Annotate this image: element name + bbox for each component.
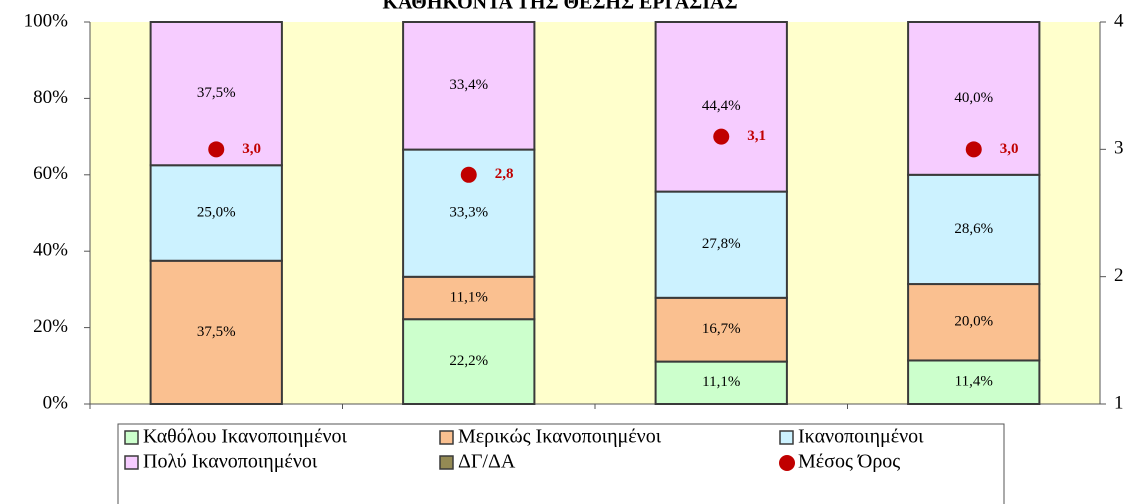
legend-marker (439, 455, 454, 470)
data-label: 37,5% (197, 85, 236, 101)
data-label: 25,0% (197, 204, 236, 220)
legend-label: Ικανοποιημένοι (798, 426, 924, 448)
y2-tick-label: 2 (1114, 265, 1124, 286)
legend-box (117, 423, 1005, 504)
data-label: 11,1% (450, 289, 488, 305)
bar-segment (402, 21, 536, 151)
bar-segment (402, 275, 536, 321)
data-label: 40,0% (954, 90, 993, 106)
mean-point (460, 166, 477, 183)
y-tick-label: 80% (33, 87, 68, 108)
data-label: 33,3% (449, 205, 488, 221)
data-label: 44,4% (702, 98, 741, 114)
chart-title: ΚΑΘΗΚΟΝΤΑ ΤΗΣ ΘΕΣΗΣ ΕΡΓΑΣΙΑΣ (382, 0, 737, 14)
bar-segment (907, 173, 1041, 286)
bar-segment (149, 259, 283, 405)
bar-segment (907, 283, 1041, 362)
mean-label: 3,0 (1000, 141, 1019, 157)
legend-marker (124, 455, 139, 470)
legend-label: ΔΓ/ΔΑ (458, 451, 516, 473)
bar-segment (907, 359, 1041, 405)
y-tick-label: 40% (33, 240, 68, 261)
data-label: 27,8% (702, 236, 741, 252)
y2-tick-label: 4 (1114, 10, 1124, 31)
mean-point (965, 141, 982, 158)
legend-marker (779, 455, 795, 471)
bar-segment (654, 21, 788, 193)
data-label: 22,2% (449, 353, 488, 369)
data-label: 16,7% (702, 321, 741, 337)
legend-marker (124, 430, 139, 445)
y-tick-label: 60% (33, 163, 68, 184)
data-label: 37,5% (197, 324, 236, 340)
mean-label: 3,0 (242, 141, 261, 157)
y-tick-label: 20% (33, 316, 68, 337)
data-label: 20,0% (954, 314, 993, 330)
data-label: 11,4% (955, 374, 993, 390)
legend-label: Πολύ Ικανοποιημένοι (143, 451, 318, 473)
y-tick-label: 0% (43, 392, 69, 413)
legend-label: Μέσος Όρος (798, 451, 900, 473)
mean-point (208, 141, 225, 158)
mean-label: 3,1 (747, 128, 766, 144)
y2-tick-label: 1 (1114, 392, 1124, 413)
bar-segment (654, 190, 788, 299)
data-label: 28,6% (954, 221, 993, 237)
y-tick-label: 100% (24, 10, 69, 31)
legend-label: Μερικώς Ικανοποιημένοι (458, 426, 662, 448)
data-label: 33,4% (449, 77, 488, 93)
legend-marker (439, 430, 454, 445)
data-label: 11,1% (702, 374, 740, 390)
legend-label: Καθόλου Ικανοποιημένοι (143, 426, 348, 448)
mean-label: 2,8 (495, 166, 514, 182)
mean-point (713, 128, 730, 145)
y2-tick-label: 3 (1114, 138, 1124, 159)
bar-segment (149, 164, 283, 262)
legend-marker (779, 430, 794, 445)
